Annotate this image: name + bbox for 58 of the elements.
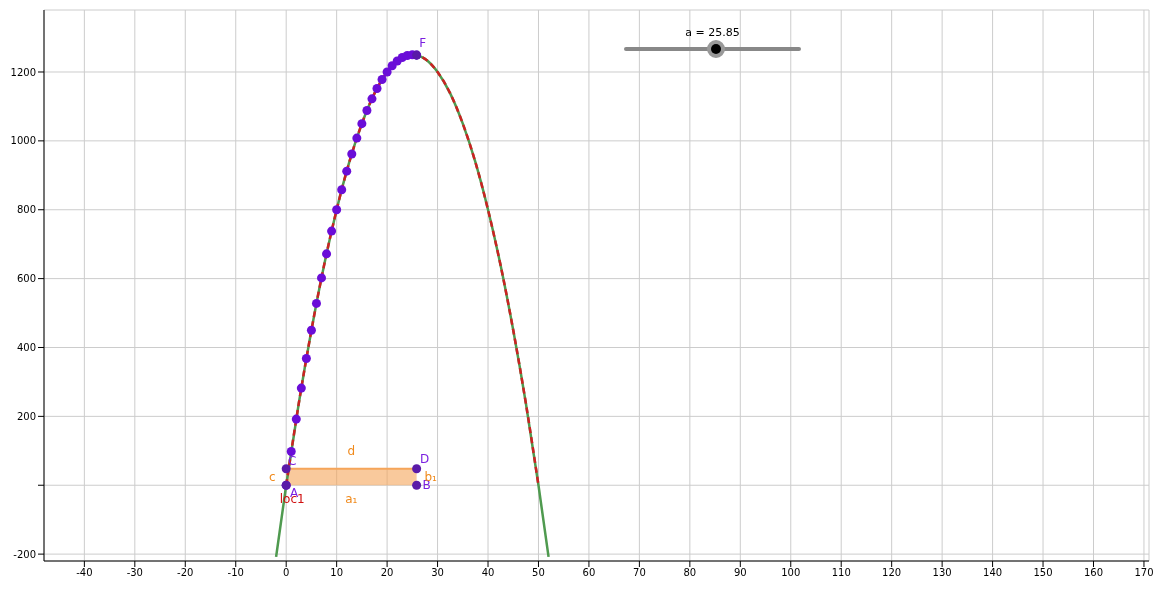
point xyxy=(412,480,422,490)
point xyxy=(306,325,316,335)
x-tick-label: -30 xyxy=(126,567,143,579)
x-tick-label: 20 xyxy=(380,567,394,579)
x-tick-label: 170 xyxy=(1134,567,1154,579)
y-tick-label: 1000 xyxy=(10,135,36,147)
point xyxy=(291,414,301,424)
point xyxy=(337,185,347,195)
y-tick-label: 800 xyxy=(16,204,36,216)
annotation: F xyxy=(419,36,427,51)
y-tick-label: 400 xyxy=(16,342,36,354)
x-tick-label: 70 xyxy=(633,567,646,579)
annotation: a₁ xyxy=(345,492,358,507)
point xyxy=(311,298,321,308)
x-tick-label: 130 xyxy=(932,567,952,579)
x-tick-label: 10 xyxy=(330,567,344,579)
point xyxy=(412,464,422,474)
annotation: c xyxy=(268,469,276,484)
point xyxy=(357,119,367,129)
x-tick-label: -10 xyxy=(227,567,244,579)
x-tick-label: 140 xyxy=(983,567,1003,579)
x-tick-label: 90 xyxy=(733,567,747,579)
y-tick-label: -200 xyxy=(13,548,36,560)
point xyxy=(327,226,337,236)
annotation: D xyxy=(420,451,430,466)
point xyxy=(367,94,377,104)
point xyxy=(317,273,327,283)
point xyxy=(382,67,392,77)
point xyxy=(362,106,372,116)
x-tick-label: 40 xyxy=(481,567,495,579)
point xyxy=(301,354,311,364)
y-tick-label: 1200 xyxy=(10,66,36,78)
point xyxy=(347,149,357,159)
point xyxy=(377,75,387,85)
y-tick-label: 600 xyxy=(16,273,36,285)
x-tick-label: 0 xyxy=(283,567,290,579)
point xyxy=(296,383,306,393)
point xyxy=(332,205,342,215)
point xyxy=(342,166,352,176)
x-tick-label: 50 xyxy=(532,567,545,579)
x-tick-label: 150 xyxy=(1033,567,1053,579)
x-tick-label: 60 xyxy=(582,567,596,579)
x-tick-label: -20 xyxy=(177,567,194,579)
x-tick-label: 120 xyxy=(882,567,902,579)
annotation: d xyxy=(347,443,356,458)
x-tick-label: 100 xyxy=(781,567,801,579)
point xyxy=(372,84,382,94)
x-tick-label: 80 xyxy=(683,567,697,579)
y-tick-label: 200 xyxy=(16,410,36,422)
point xyxy=(286,446,296,456)
point xyxy=(352,133,362,143)
x-tick-label: 30 xyxy=(431,567,444,579)
point xyxy=(322,249,332,259)
x-tick-label: -40 xyxy=(76,567,93,579)
point xyxy=(281,464,291,474)
x-tick-label: 110 xyxy=(831,567,851,579)
annotation: a = 25.85 xyxy=(684,26,741,39)
x-tick-label: 160 xyxy=(1083,567,1104,579)
